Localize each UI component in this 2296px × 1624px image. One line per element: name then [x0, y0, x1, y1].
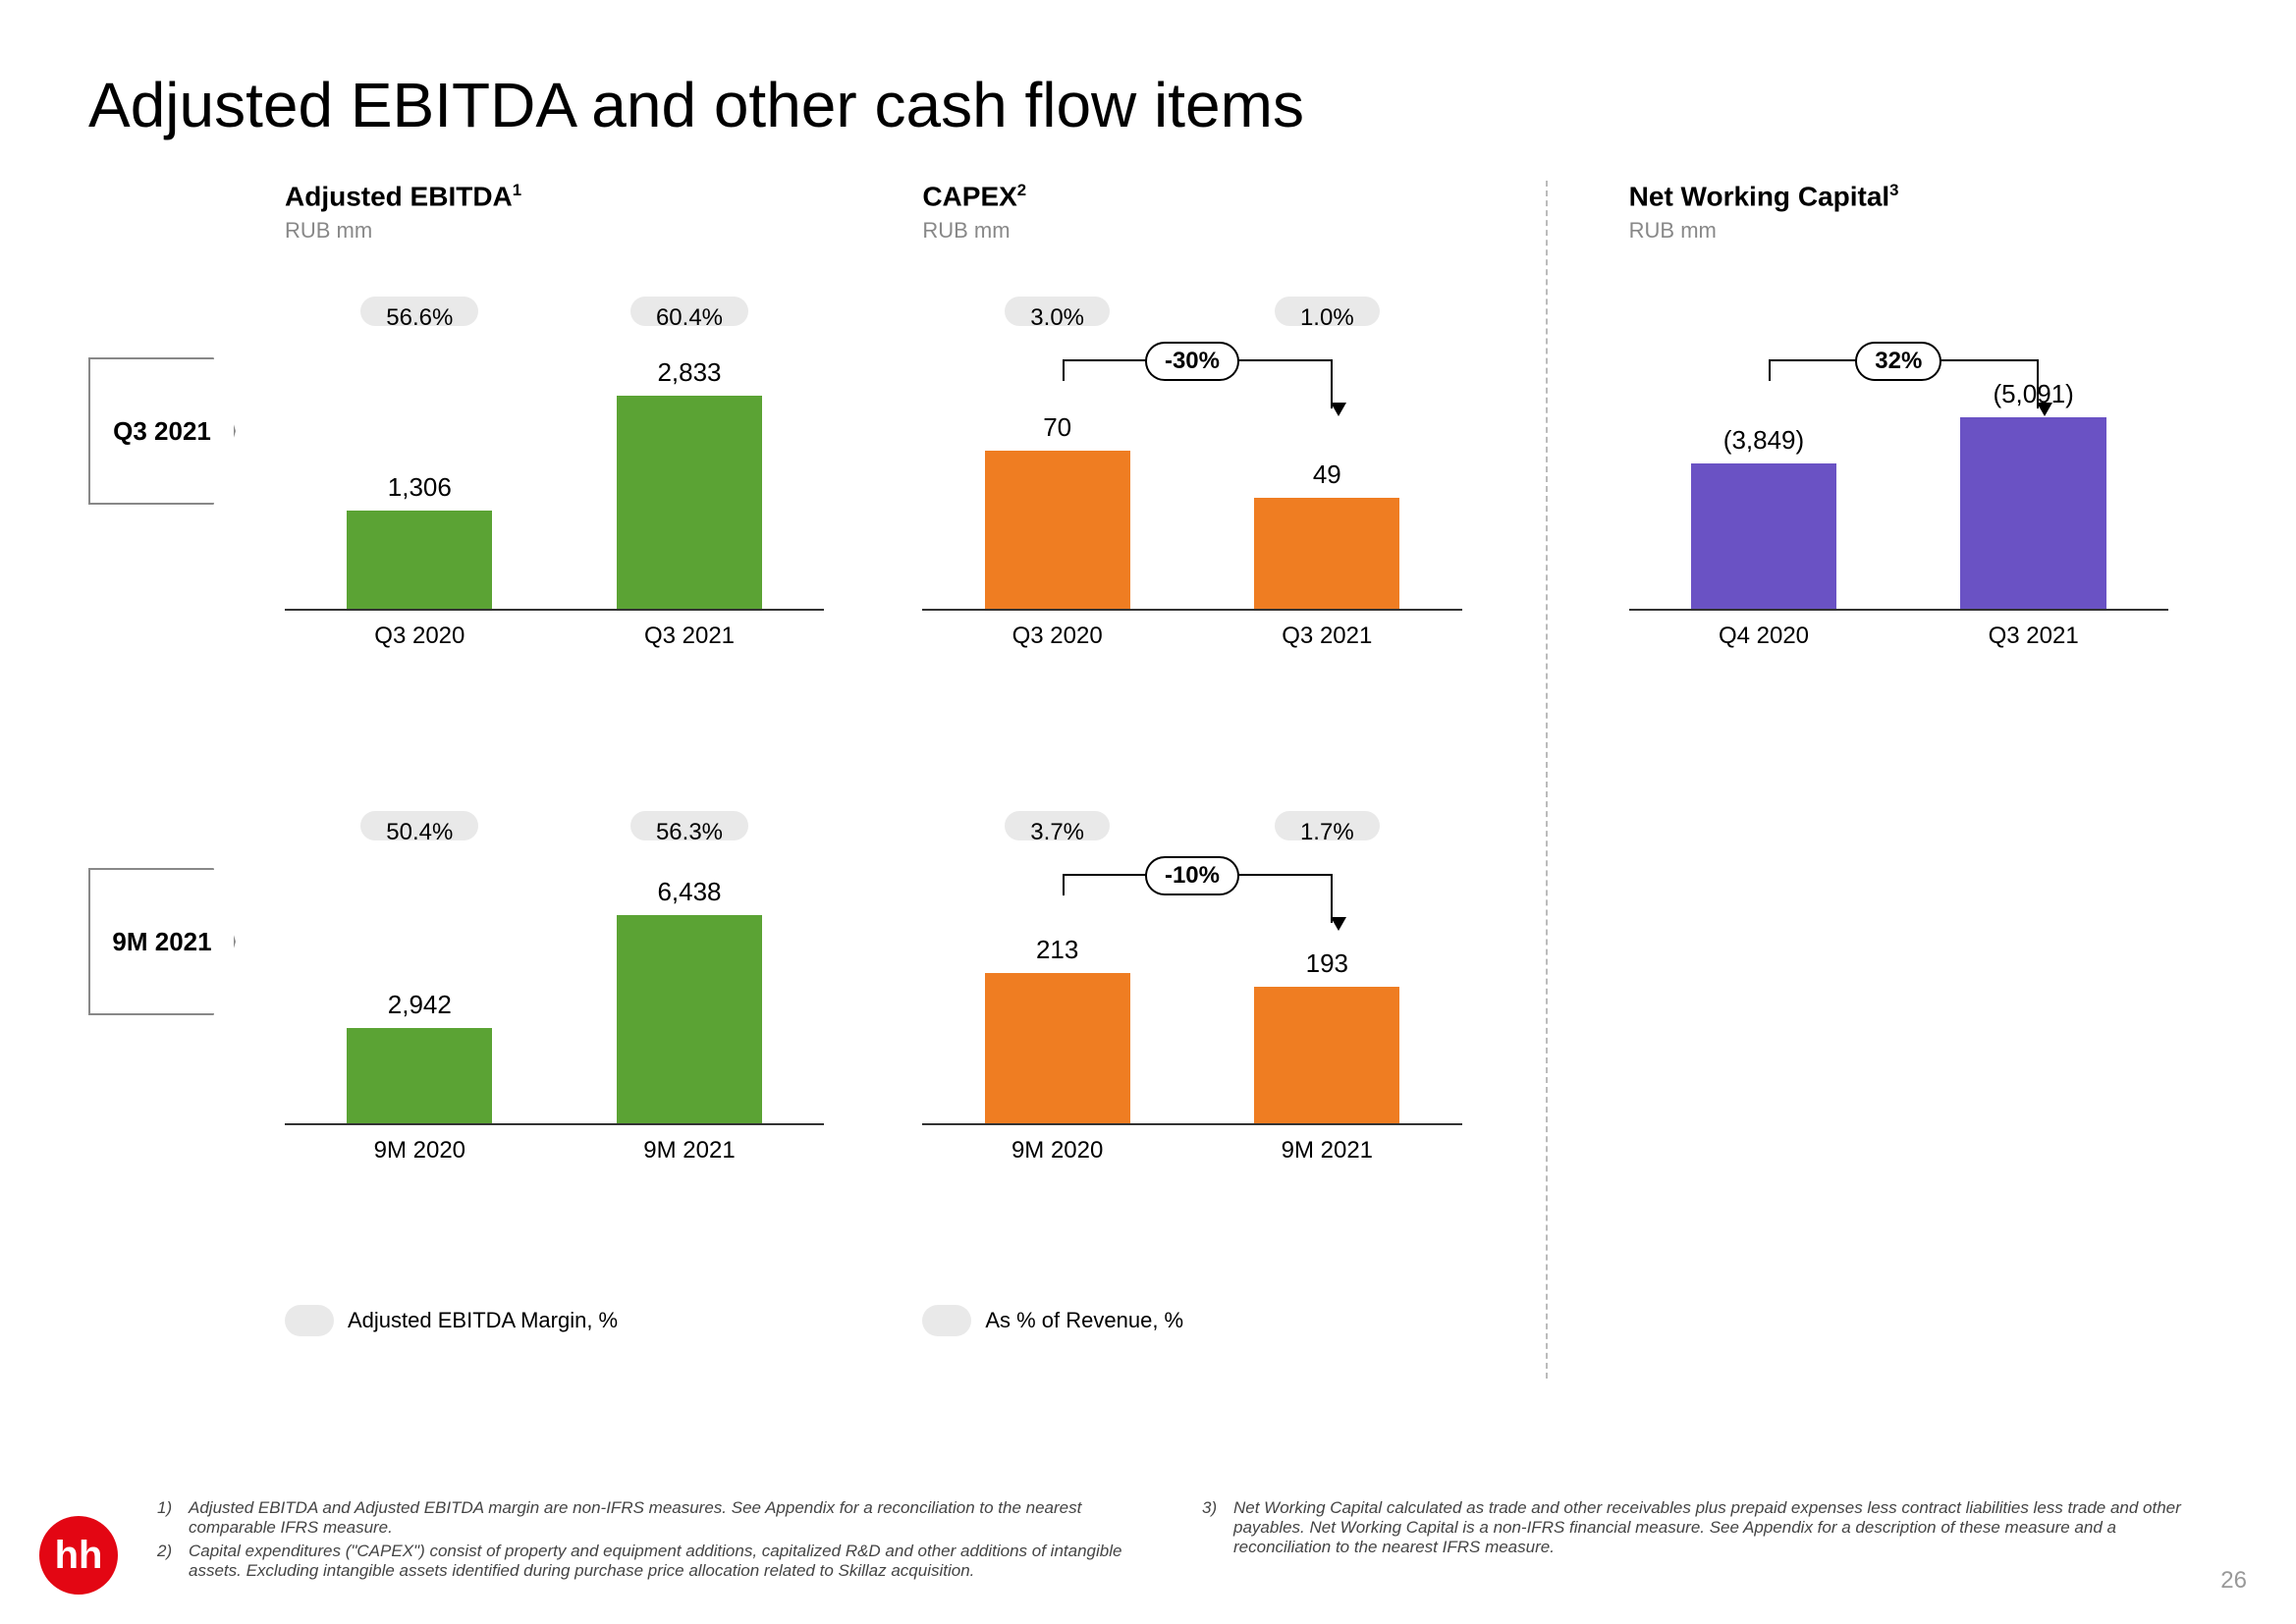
row-label-q3: Q3 2021 — [88, 357, 236, 505]
chart-ebitda-q3: 56.6% 60.4% 1,306 2,833 Q3 2020 Q3 2021 — [246, 267, 863, 758]
legend-badge-icon — [285, 1305, 334, 1336]
logo: hh — [39, 1516, 118, 1595]
bar-wrap: 1,306 — [299, 472, 541, 609]
bar — [1691, 463, 1836, 609]
bar-wrap: 213 — [936, 935, 1178, 1123]
bar-wrap: (3,849) — [1642, 425, 1885, 609]
x-label: 9M 2020 — [374, 1137, 465, 1164]
percent-badge: 1.7% — [1275, 811, 1380, 840]
fn-num-2: 2) — [157, 1542, 177, 1581]
col-sub-ebitda: RUB mm — [285, 218, 863, 244]
bar-wrap: 2,942 — [299, 990, 541, 1123]
legend-badge-icon — [922, 1305, 971, 1336]
bar — [1254, 498, 1399, 609]
fn-num-1: 1) — [157, 1498, 177, 1538]
chart-capex-9m: 3.7% 1.7% -10% 213 193 9M 2020 9M 2021 — [883, 782, 1501, 1272]
bar-wrap: 6,438 — [568, 877, 810, 1123]
bar-wrap: 49 — [1206, 460, 1449, 609]
percent-badge: 3.0% — [1005, 297, 1110, 326]
bar-value-label: 6,438 — [657, 877, 721, 907]
x-axis-labels: Q3 2020 Q3 2021 — [922, 611, 1461, 650]
percent-badge: 56.3% — [630, 811, 748, 840]
bars-area: 32% (3,849) (5,091) — [1629, 336, 2168, 611]
bars-area: 2,942 6,438 — [285, 850, 824, 1125]
bar-value-label: 2,942 — [388, 990, 452, 1020]
row-label-9m: 9M 2021 — [88, 868, 236, 1015]
bar — [347, 511, 492, 609]
bars-area: 1,306 2,833 — [285, 336, 824, 611]
col-header-nwc: Net Working Capital3 RUB mm — [1590, 181, 2208, 267]
bar — [1254, 987, 1399, 1123]
col-sub-capex: RUB mm — [922, 218, 1501, 244]
vertical-separator — [1546, 181, 1548, 1379]
legend-text-ebitda: Adjusted EBITDA Margin, % — [348, 1308, 618, 1333]
percent-badge: 3.7% — [1005, 811, 1110, 840]
bars-area: -10% 213 193 — [922, 850, 1461, 1125]
bar-value-label: (5,091) — [1993, 379, 2073, 409]
bars-area: -30% 70 49 — [922, 336, 1461, 611]
change-pill: -10% — [1145, 856, 1239, 895]
bar-value-label: 1,306 — [388, 472, 452, 503]
col-title-capex: CAPEX — [922, 181, 1016, 211]
percent-badge: 56.6% — [360, 297, 478, 326]
fn-num-3: 3) — [1202, 1498, 1222, 1557]
fn-text-2: Capital expenditures ("CAPEX") consist o… — [189, 1542, 1163, 1581]
x-axis-labels: 9M 2020 9M 2021 — [285, 1125, 824, 1164]
chart-nwc-q3: 32% (3,849) (5,091) Q4 2020 Q3 2021 — [1590, 267, 2208, 758]
page-number: 26 — [2220, 1567, 2247, 1595]
fn-text-1: Adjusted EBITDA and Adjusted EBITDA marg… — [189, 1498, 1163, 1538]
bar-wrap: 2,833 — [568, 357, 810, 609]
legend-capex: As % of Revenue, % — [883, 1296, 1501, 1355]
x-label: Q3 2021 — [1282, 623, 1372, 650]
col-header-ebitda: Adjusted EBITDA1 RUB mm — [246, 181, 863, 267]
col-title-nwc: Net Working Capital — [1629, 181, 1890, 211]
x-label: Q3 2020 — [1012, 623, 1103, 650]
footnotes: 1) Adjusted EBITDA and Adjusted EBITDA ma… — [157, 1498, 2208, 1585]
x-axis-labels: 9M 2020 9M 2021 — [922, 1125, 1461, 1164]
x-axis-labels: Q4 2020 Q3 2021 — [1629, 611, 2168, 650]
sup-1: 1 — [513, 181, 521, 199]
bar-wrap: 193 — [1206, 948, 1449, 1123]
sup-3: 3 — [1889, 181, 1898, 199]
bar-value-label: (3,849) — [1723, 425, 1804, 456]
percent-badge: 50.4% — [360, 811, 478, 840]
col-header-capex: CAPEX2 RUB mm — [883, 181, 1501, 267]
row-labels: Q3 2021 9M 2021 — [88, 181, 246, 1379]
x-label: Q3 2021 — [644, 623, 735, 650]
percent-badge: 60.4% — [630, 297, 748, 326]
x-label: Q3 2021 — [1989, 623, 2079, 650]
bar — [1960, 417, 2105, 609]
x-label: 9M 2020 — [1011, 1137, 1103, 1164]
bar — [985, 451, 1130, 609]
page-title: Adjusted EBITDA and other cash flow item… — [88, 69, 2208, 141]
x-axis-labels: Q3 2020 Q3 2021 — [285, 611, 824, 650]
x-label: 9M 2021 — [643, 1137, 735, 1164]
chart-ebitda-9m: 50.4% 56.3% 2,942 6,438 9M 2020 9M 2021 — [246, 782, 863, 1272]
bar — [985, 973, 1130, 1123]
bar-value-label: 70 — [1043, 412, 1071, 443]
col-title-ebitda: Adjusted EBITDA — [285, 181, 513, 211]
bar-value-label: 49 — [1313, 460, 1341, 490]
bar-wrap: (5,091) — [1912, 379, 2155, 609]
col-sub-nwc: RUB mm — [1629, 218, 2208, 244]
bar — [617, 396, 762, 609]
fn-text-3: Net Working Capital calculated as trade … — [1233, 1498, 2208, 1557]
bar-value-label: 2,833 — [657, 357, 721, 388]
x-label: Q4 2020 — [1719, 623, 1809, 650]
bar — [347, 1028, 492, 1123]
x-label: Q3 2020 — [374, 623, 465, 650]
sup-2: 2 — [1017, 181, 1026, 199]
bar — [617, 915, 762, 1123]
bar-value-label: 193 — [1306, 948, 1348, 979]
x-label: 9M 2021 — [1282, 1137, 1373, 1164]
change-pill: 32% — [1855, 342, 1941, 381]
legend-ebitda: Adjusted EBITDA Margin, % — [246, 1296, 863, 1355]
legend-text-capex: As % of Revenue, % — [985, 1308, 1183, 1333]
percent-badge: 1.0% — [1275, 297, 1380, 326]
bar-value-label: 213 — [1036, 935, 1078, 965]
bar-wrap: 70 — [936, 412, 1178, 609]
chart-capex-q3: 3.0% 1.0% -30% 70 49 Q3 2020 Q3 2021 — [883, 267, 1501, 758]
content-grid: Q3 2021 9M 2021 Adjusted EBITDA1 RUB mm … — [88, 181, 2208, 1379]
change-pill: -30% — [1145, 342, 1239, 381]
